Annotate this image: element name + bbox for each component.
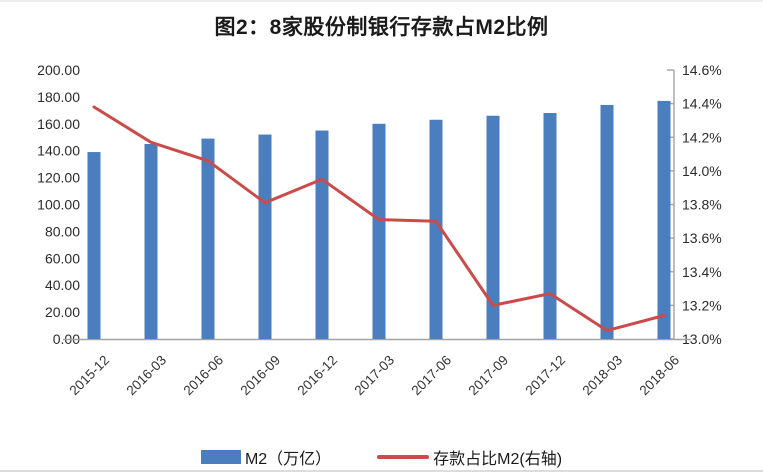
legend-label-ratio: 存款占比M2(右轴)	[433, 451, 563, 468]
x-axis-category-label: 2017-06	[408, 353, 454, 399]
legend-label-m2: M2（万亿）	[244, 451, 332, 468]
x-axis-category-label: 2017-03	[351, 353, 397, 399]
left-axis-tick-label: 60.00	[45, 250, 80, 266]
x-axis-category-label: 2016-03	[123, 353, 169, 399]
chart-title: 图2：8家股份制银行存款占M2比例	[214, 16, 549, 39]
right-axis-tick-label: 13.2%	[682, 297, 722, 313]
right-axis-tick-label: 14.2%	[682, 129, 722, 145]
chart-plot-area: 0.0020.0040.0060.0080.00100.00120.00140.…	[37, 62, 722, 399]
left-axis-tick-label: 160.00	[37, 116, 80, 132]
ratio-line-swatch-icon	[377, 455, 430, 459]
m2-bar	[657, 100, 671, 339]
m2-bar	[429, 119, 443, 339]
legend-item-ratio: 存款占比M2(右轴)	[377, 445, 562, 469]
x-axis-category-label: 2016-06	[180, 353, 226, 399]
right-axis-tick-label: 14.6%	[682, 62, 722, 78]
left-axis-tick-label: 100.00	[37, 197, 80, 213]
m2-bar	[543, 113, 557, 339]
right-axis-tick-label: 13.8%	[682, 197, 722, 213]
x-axis-category-label: 2016-09	[237, 353, 283, 399]
left-axis-tick-label: 140.00	[37, 143, 80, 159]
m2-bar	[258, 134, 272, 339]
m2-bar	[486, 115, 500, 339]
legend-item-m2: M2（万亿）	[200, 445, 332, 469]
right-axis-tick-label: 14.0%	[682, 163, 722, 179]
m2-bar	[201, 138, 215, 339]
deposit-ratio-line	[92, 105, 666, 333]
x-axis-category-label: 2018-03	[579, 353, 625, 399]
left-axis-tick-label: 120.00	[37, 170, 80, 186]
right-axis-tick-label: 13.0%	[682, 331, 722, 347]
left-axis-tick-label: 80.00	[45, 223, 80, 239]
left-axis-tick-label: 20.00	[45, 304, 80, 320]
left-axis-tick-label: 180.00	[37, 89, 80, 105]
x-axis-category-label: 2017-09	[465, 353, 511, 399]
m2-bar	[315, 130, 329, 339]
left-axis-tick-label: 40.00	[45, 277, 80, 293]
right-axis-tick-label: 13.4%	[682, 264, 722, 280]
x-axis-category-label: 2016-12	[294, 353, 340, 399]
x-axis-category-label: 2015-12	[66, 353, 112, 399]
m2-bar	[87, 152, 101, 339]
right-axis-tick-label: 13.6%	[682, 230, 722, 246]
m2-bar	[600, 104, 614, 339]
right-axis-tick-label: 14.4%	[682, 96, 722, 112]
m2-bar-swatch-icon	[200, 450, 241, 464]
m2-bar	[372, 123, 386, 339]
x-axis-category-label: 2018-06	[636, 353, 682, 399]
chart-legend: M2（万亿） 存款占比M2(右轴)	[0, 445, 763, 469]
m2-bar	[144, 143, 158, 339]
left-axis-tick-label: 200.00	[37, 62, 80, 78]
x-axis-category-label: 2017-12	[522, 353, 568, 399]
